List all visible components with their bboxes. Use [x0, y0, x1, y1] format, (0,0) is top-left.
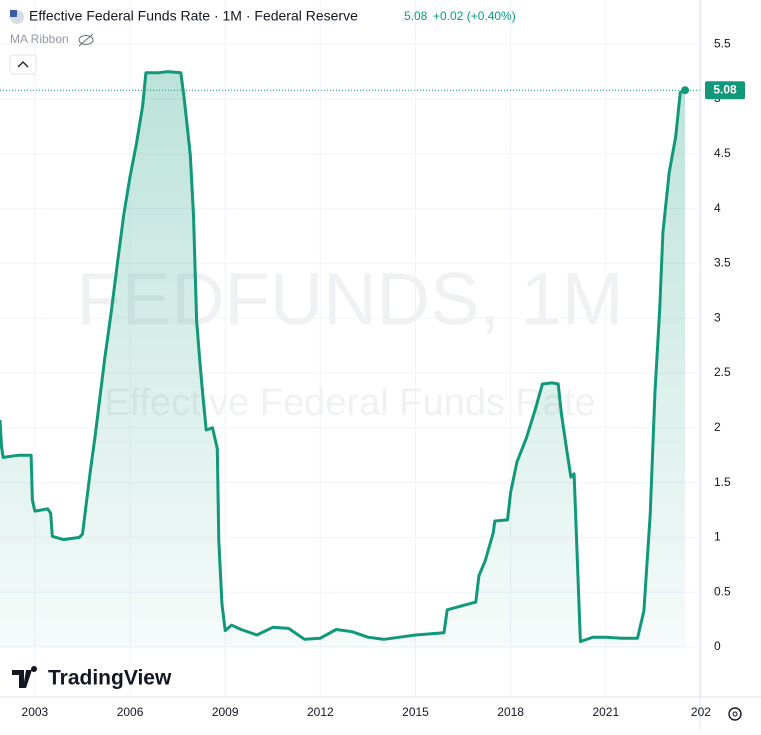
x-tick-label: 202: [691, 705, 711, 719]
change: +0.02 (+0.40%): [433, 9, 516, 23]
indicator[interactable]: MA Ribbon: [10, 32, 69, 46]
collapse-icon: [17, 61, 29, 68]
brand: TradingView: [48, 667, 172, 690]
x-tick-label: 2021: [592, 705, 619, 719]
x-tick-label: 2009: [212, 705, 239, 719]
y-tick-label: 2: [714, 420, 721, 434]
last-point: [681, 86, 690, 95]
collapse-button[interactable]: [9, 54, 37, 75]
y-tick-label: 3: [714, 310, 721, 324]
y-tick-label: 4.5: [714, 146, 731, 160]
price-label-box: [705, 81, 745, 100]
y-tick-label: 3.5: [714, 256, 731, 270]
y-tick-label: 0.5: [714, 584, 731, 598]
area-fill: [0, 71, 686, 648]
price-label: 5.08: [713, 82, 737, 96]
x-tick-label: 2003: [22, 705, 49, 719]
logo: [12, 666, 38, 688]
y-tick-label: 1.5: [714, 475, 731, 489]
hide-icon[interactable]: [78, 33, 94, 47]
y-tick-label: 1: [714, 530, 721, 544]
x-tick-label: 2006: [117, 705, 144, 719]
x-tick-label: 2018: [497, 705, 524, 719]
x-tick-label: 2012: [307, 705, 334, 719]
y-tick-label: 5.5: [714, 36, 731, 50]
flag-icon: [10, 10, 17, 17]
y-tick-label: 2.5: [714, 365, 731, 379]
settings-icon[interactable]: [728, 707, 742, 721]
line: [0, 70, 686, 643]
plot: [0, 70, 700, 648]
x-tick-label: 2015: [402, 705, 429, 719]
axes: 00.511.522.533.544.555.52003200620092012…: [22, 36, 745, 719]
title: Effective Federal Funds Rate · 1M · Fede…: [29, 8, 358, 24]
y-tick-label: 0: [714, 639, 721, 653]
price: 5.08: [404, 9, 428, 23]
y-tick-label: 4: [714, 201, 721, 215]
